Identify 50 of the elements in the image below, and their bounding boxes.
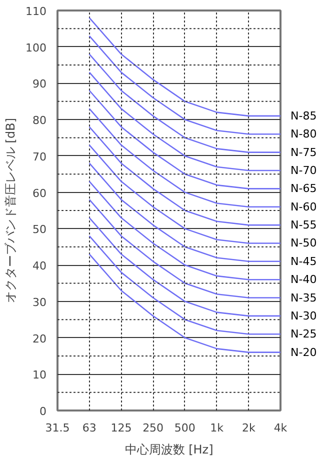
series-label: N-75 (290, 146, 317, 159)
y-tick-label: 10 (32, 368, 47, 382)
y-tick-label: 40 (32, 260, 47, 273)
x-tick-label: 2k (242, 422, 256, 434)
x-tick-label: 1k (210, 422, 224, 434)
series-label: N-80 (290, 128, 317, 141)
y-tick-label: 100 (26, 41, 47, 54)
line-series (88, 198, 280, 298)
y-axis-title: オクターブバンド音圧レベル [dB] (4, 118, 18, 304)
y-tick-label: 30 (32, 296, 47, 309)
y-tick-label: 20 (32, 332, 47, 346)
line-series (88, 108, 280, 208)
series-label: N-70 (290, 164, 317, 177)
y-tick-label: 60 (32, 186, 47, 200)
x-tick-label: 63 (82, 422, 96, 434)
x-tick-label: 250 (142, 422, 164, 434)
series-label: N-60 (290, 200, 317, 214)
line-series (88, 235, 280, 335)
x-tick-label: 125 (110, 422, 132, 434)
x-tick-label: 4k (274, 422, 288, 434)
series-label: N-55 (290, 218, 317, 232)
series-label: N-45 (290, 254, 317, 268)
line-series (88, 53, 280, 153)
y-tick-label: 50 (32, 223, 47, 236)
series-label: N-35 (290, 291, 317, 304)
series-label: N-20 (290, 346, 317, 359)
y-tick-label: 110 (26, 5, 47, 18)
series-label: N-50 (290, 236, 317, 250)
series-label: N-30 (290, 309, 317, 322)
x-tick-label: 31.5 (45, 422, 70, 434)
y-tick-label: 0 (40, 405, 46, 418)
line-series (88, 217, 280, 317)
line-series (88, 126, 280, 226)
line-series (88, 253, 280, 353)
line-series (88, 72, 280, 172)
line-series (88, 35, 280, 135)
line-series (88, 17, 280, 117)
y-tick-label: 70 (32, 150, 47, 164)
series-label: N-65 (290, 182, 317, 196)
series-label: N-40 (290, 273, 317, 286)
y-tick-label: 80 (32, 114, 47, 128)
series-label: N-85 (290, 109, 317, 122)
x-axis-title: 中心周波数 [Hz] (124, 442, 214, 456)
line-series (88, 144, 280, 244)
line-series (88, 180, 280, 280)
y-tick-label: 90 (32, 78, 47, 91)
series-label: N-25 (290, 328, 317, 341)
line-series (88, 90, 280, 190)
line-series (88, 162, 280, 262)
x-tick-label: 500 (174, 422, 196, 434)
